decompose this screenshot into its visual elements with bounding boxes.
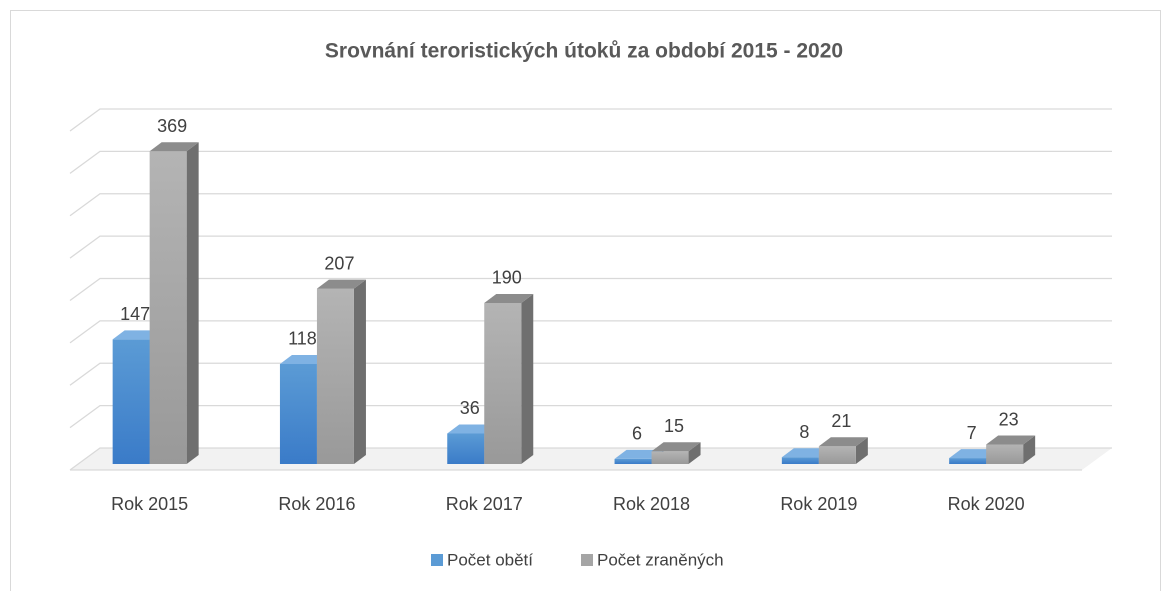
- bar-top: [149, 142, 199, 152]
- bar-top: [651, 442, 701, 452]
- value-label: 369: [157, 116, 187, 136]
- bar-top: [316, 279, 366, 289]
- bar: [279, 363, 317, 464]
- legend-swatch: [581, 554, 593, 566]
- bar: [112, 339, 150, 464]
- grid-line: [69, 235, 1112, 259]
- bar-side: [521, 293, 534, 464]
- value-label: 118: [288, 329, 317, 349]
- grid-line: [69, 320, 1112, 344]
- bar: [149, 151, 187, 464]
- value-label: 21: [831, 411, 851, 431]
- bar-top: [818, 437, 868, 447]
- value-label: 36: [460, 398, 480, 418]
- legend-label: Počet obětí: [447, 550, 533, 569]
- value-label: 6: [632, 424, 642, 444]
- bar-top: [781, 448, 831, 458]
- bar: [986, 444, 1024, 464]
- value-label: 8: [799, 422, 809, 442]
- legend-label: Počet zraněných: [597, 550, 724, 569]
- bar: [651, 451, 689, 464]
- value-label: 23: [999, 409, 1019, 429]
- value-label: 190: [492, 268, 522, 288]
- grid-line: [69, 362, 1112, 386]
- x-tick-label: Rok 2015: [111, 494, 188, 514]
- bar: [316, 288, 354, 464]
- bar: [818, 446, 856, 464]
- legend-swatch: [431, 554, 443, 566]
- grid-line: [69, 277, 1112, 302]
- bar-top: [447, 424, 497, 434]
- chart-title: Srovnání teroristických útoků za období …: [325, 40, 843, 63]
- bar-top: [112, 330, 162, 340]
- bar-side: [186, 142, 199, 464]
- grid-line: [69, 150, 1112, 174]
- bar: [447, 433, 485, 464]
- bar-side: [688, 442, 701, 464]
- bar-side: [353, 279, 366, 464]
- bar-top: [949, 449, 999, 459]
- x-tick-label: Rok 2017: [446, 494, 523, 514]
- value-label: 147: [120, 304, 150, 324]
- bar: [949, 458, 987, 464]
- bar-top: [279, 354, 329, 364]
- bar-top: [484, 293, 534, 303]
- x-tick-label: Rok 2018: [613, 494, 690, 514]
- x-tick-label: Rok 2016: [278, 494, 355, 514]
- frame: [10, 10, 1161, 591]
- bar-side: [1023, 435, 1036, 464]
- grid-line: [69, 193, 1112, 217]
- grid-line: [69, 108, 1112, 132]
- bar-top: [614, 449, 664, 459]
- x-tick-label: Rok 2019: [780, 494, 857, 514]
- bar: [484, 302, 522, 464]
- value-label: 7: [967, 423, 977, 443]
- bar: [781, 457, 819, 464]
- bar-top: [986, 435, 1036, 445]
- value-label: 207: [324, 253, 354, 273]
- x-tick-label: Rok 2020: [948, 494, 1025, 514]
- grid-line: [69, 404, 1112, 429]
- bar: [614, 458, 652, 464]
- value-label: 15: [664, 416, 684, 436]
- grid-line: [69, 447, 1112, 471]
- bar-side: [855, 437, 868, 464]
